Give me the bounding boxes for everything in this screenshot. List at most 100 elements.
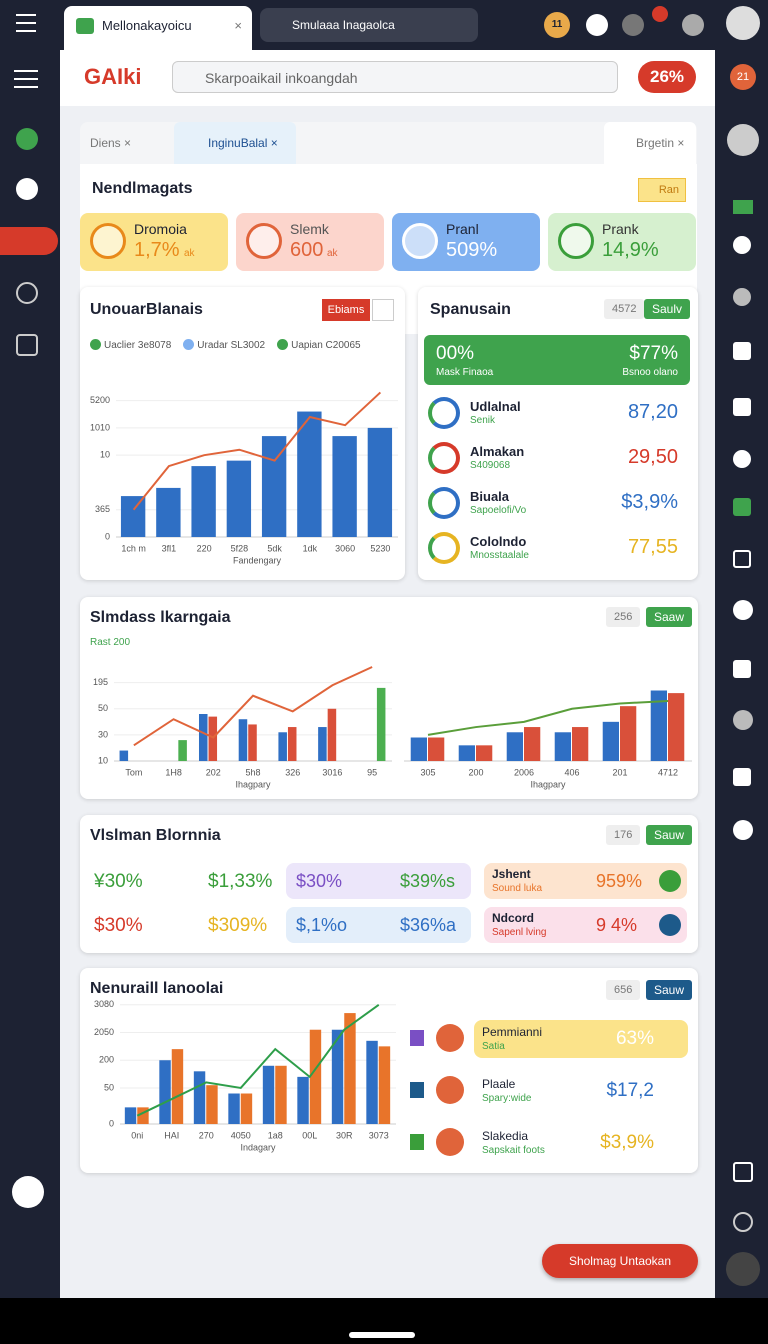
bar xyxy=(226,460,252,537)
button[interactable]: Sauw xyxy=(646,825,693,845)
bar xyxy=(602,721,619,761)
banner-value: $77% xyxy=(629,343,678,364)
x-tick-label: 270 xyxy=(199,1130,214,1140)
avatar[interactable] xyxy=(727,124,759,156)
dropdown[interactable]: Ebiams xyxy=(322,299,370,321)
kpi-card[interactable]: Slemk 600 ak xyxy=(236,213,384,271)
metric-value: $36%a xyxy=(400,915,457,935)
icon[interactable] xyxy=(733,450,751,468)
y-tick-label: 10 xyxy=(100,450,110,460)
y-tick-label: 0 xyxy=(105,531,110,541)
item-value: 63% xyxy=(615,1028,654,1049)
icon[interactable] xyxy=(733,1162,753,1182)
search-box[interactable]: Skarpoaikail inkoangdah xyxy=(172,61,618,93)
badge[interactable]: 21 xyxy=(730,64,756,90)
tab[interactable]: Brgetin × xyxy=(604,122,696,164)
logo[interactable]: GAIki xyxy=(84,64,142,89)
card-title: Vlslman Blornnia xyxy=(90,827,221,844)
bar xyxy=(331,1029,344,1124)
badge[interactable]: 26% xyxy=(638,61,696,93)
action-button[interactable]: Sholmag Untaokan xyxy=(542,1244,698,1278)
nav-active[interactable] xyxy=(0,227,58,255)
nav-icon[interactable] xyxy=(12,1176,44,1208)
icon[interactable] xyxy=(733,498,751,516)
settings-icon[interactable] xyxy=(682,14,704,36)
kpi-card[interactable]: Pranl 509% xyxy=(392,213,540,271)
kpi-card[interactable]: Dromoia 1,7% ak xyxy=(80,213,228,271)
list-item[interactable]: Plaale Spary:wide $17,2 xyxy=(474,1072,688,1110)
item-value: $3,9% xyxy=(621,491,678,513)
nav-icon[interactable] xyxy=(16,178,38,200)
nav-icon[interactable] xyxy=(16,128,38,150)
x-tick-label: 220 xyxy=(197,543,212,553)
icon[interactable] xyxy=(733,200,753,214)
icon[interactable] xyxy=(733,820,753,840)
icon[interactable] xyxy=(733,600,753,620)
x-axis-label: Ihagpary xyxy=(235,779,271,789)
browser-search[interactable]: Smulaaa Inagaolca xyxy=(260,8,478,42)
bar xyxy=(318,727,327,761)
icon[interactable] xyxy=(733,710,753,730)
kpi-icon xyxy=(558,223,594,259)
icon[interactable] xyxy=(733,550,751,568)
bar xyxy=(171,1049,184,1124)
notification[interactable] xyxy=(652,6,668,22)
button[interactable]: Saaw xyxy=(646,607,693,627)
icon[interactable] xyxy=(733,342,751,360)
bar xyxy=(262,1065,275,1124)
metric-item[interactable]: Ndcord Sapenl lving 9 4% xyxy=(484,907,687,943)
count: 256 xyxy=(606,607,641,627)
badge[interactable]: Ran xyxy=(638,178,686,202)
legend-item[interactable]: Uradar SL3002 xyxy=(183,339,265,351)
metric-box: $,1%o $36%a xyxy=(286,907,471,943)
x-tick-label: 5230 xyxy=(370,543,390,553)
legend-item[interactable]: Uaclier 3e8078 xyxy=(90,339,171,351)
tab[interactable]: Diens × xyxy=(90,136,132,150)
avatar[interactable] xyxy=(726,6,760,40)
metric-item[interactable]: Jshent Sound luka 959% xyxy=(484,863,687,899)
card-title: UnouarBlanais xyxy=(90,301,203,318)
bar xyxy=(240,1093,253,1124)
tab-label: Diens xyxy=(90,136,121,150)
badge[interactable]: 11 xyxy=(544,12,570,38)
kpi-label: Pranl xyxy=(446,221,479,237)
y-tick-label: 50 xyxy=(104,1082,114,1092)
y-tick-label: 3080 xyxy=(94,999,114,1009)
count: 4572 xyxy=(604,299,645,319)
menu-icon[interactable] xyxy=(16,14,36,32)
avatar[interactable] xyxy=(622,14,644,36)
browser-tab[interactable]: Mellonakayoicu × xyxy=(64,6,252,50)
list-item[interactable]: Slakedia Sapskait foots $3,9% xyxy=(474,1124,688,1162)
menu-icon[interactable] xyxy=(14,70,38,88)
icon[interactable] xyxy=(586,14,608,36)
icon[interactable] xyxy=(733,398,751,416)
list-item[interactable]: Pemmianni Satia 63% xyxy=(474,1020,688,1058)
list-card: Spanusain 4572 Saulv 00% Mask Finaoa $77… xyxy=(418,287,698,580)
kpi-label: Prank xyxy=(602,221,639,237)
card-title: Nenuraill lanoolai xyxy=(90,980,224,997)
x-tick-label: 200 xyxy=(468,767,483,777)
nav-icon[interactable] xyxy=(16,282,38,304)
icon[interactable] xyxy=(733,1212,753,1232)
chart-card: Nenuraill lanoolai 656 Sauw 0 50 200 2050 30… xyxy=(80,968,698,1173)
icon[interactable] xyxy=(733,660,751,678)
nav-icon[interactable] xyxy=(16,334,38,356)
x-tick-label: 5dk xyxy=(267,543,282,553)
icon[interactable] xyxy=(733,768,751,786)
avatar[interactable] xyxy=(726,1252,760,1286)
tab-active[interactable]: InginuBalal × xyxy=(174,122,296,164)
legend-item[interactable]: Uapian C20065 xyxy=(277,339,361,351)
dropdown-arrow[interactable] xyxy=(372,299,394,321)
icon[interactable] xyxy=(733,288,751,306)
bar xyxy=(156,487,181,537)
chart: 305 200 2006 406 201 4712 Ihagpary xyxy=(404,690,692,789)
bar xyxy=(261,436,287,537)
kpi-card[interactable]: Prank 14,9% xyxy=(548,213,696,271)
button[interactable]: Saulv xyxy=(644,299,691,319)
metric-value: $,1%o xyxy=(296,915,348,935)
icon[interactable] xyxy=(733,236,751,254)
x-tick-label: 202 xyxy=(206,767,221,777)
item-name: Jshent xyxy=(492,867,531,881)
button[interactable]: Sauw xyxy=(646,980,693,1000)
item-value: $17,2 xyxy=(606,1080,654,1101)
